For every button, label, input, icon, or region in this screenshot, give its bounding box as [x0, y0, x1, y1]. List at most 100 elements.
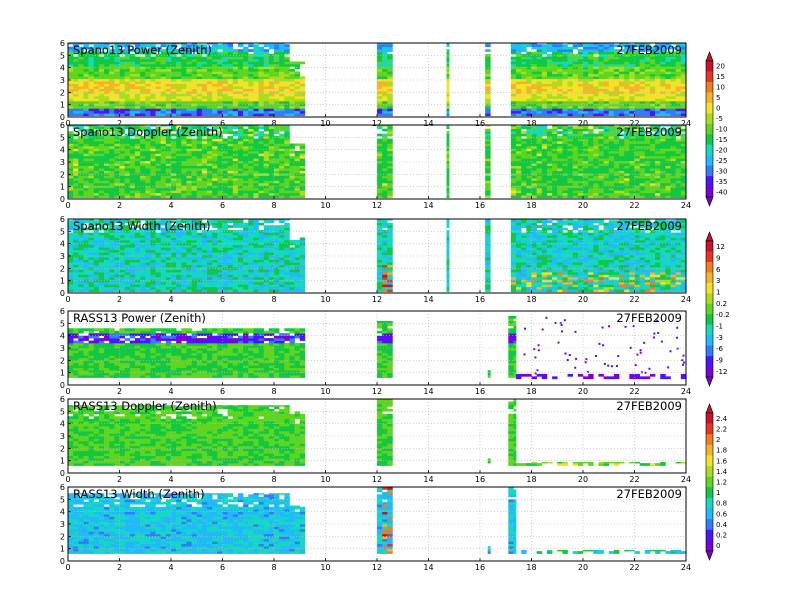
- heatmap-cell: [145, 195, 151, 199]
- heatmap-cell: [562, 195, 568, 199]
- heatmap-cell: [619, 138, 625, 142]
- heatmap-cell: [212, 68, 218, 72]
- heatmap-cell: [268, 145, 275, 149]
- heatmap-cell: [68, 133, 74, 137]
- heatmap-cell: [217, 187, 223, 191]
- heatmap-cell: [510, 163, 517, 166]
- heatmap-cell: [660, 128, 666, 132]
- heatmap-cell: [603, 148, 610, 152]
- heatmap-cell: [526, 93, 532, 97]
- heatmap-cell: [567, 108, 573, 112]
- heatmap-cell: [134, 158, 141, 162]
- heatmap-cell: [603, 133, 610, 137]
- heatmap-cell: [104, 145, 110, 149]
- heatmap-cell: [680, 170, 687, 174]
- heatmap-cell: [227, 96, 234, 99]
- heatmap-cell: [191, 76, 198, 80]
- heatmap-cell: [248, 143, 254, 147]
- heatmap-cell: [552, 49, 558, 52]
- heatmap-cell: [649, 86, 656, 89]
- heatmap-cell: [552, 158, 558, 162]
- heatmap-cell: [546, 81, 553, 84]
- heatmap-cell: [268, 178, 275, 181]
- heatmap-cell: [639, 131, 646, 134]
- heatmap-cell: [598, 76, 604, 80]
- heatmap-cell: [284, 71, 290, 75]
- x-tick-label: 14: [423, 201, 433, 210]
- heatmap-cell: [639, 81, 646, 84]
- heatmap-cell: [521, 138, 527, 142]
- heatmap-cell: [232, 91, 239, 94]
- heatmap-cell: [583, 43, 589, 45]
- heatmap-cell: [227, 81, 234, 84]
- heatmap-cell: [160, 56, 167, 60]
- heatmap-cell: [176, 93, 182, 97]
- heatmap-cell: [583, 143, 589, 147]
- heatmap-cell: [675, 143, 682, 147]
- heatmap-cell: [603, 71, 610, 75]
- heatmap-cell: [660, 51, 666, 55]
- heatmap-cell: [88, 91, 95, 94]
- heatmap-cell: [237, 88, 244, 92]
- heatmap-cell: [603, 145, 610, 149]
- heatmap-cell: [629, 128, 635, 132]
- heatmap-cell: [279, 46, 285, 50]
- heatmap-cell: [124, 145, 131, 149]
- heatmap-cell: [160, 143, 167, 147]
- heatmap-cell: [268, 138, 275, 142]
- heatmap-cell: [145, 148, 151, 152]
- heatmap-cell: [284, 182, 290, 186]
- heatmap-cell: [583, 56, 589, 60]
- heatmap-cell: [201, 51, 208, 55]
- heatmap-cell: [124, 51, 131, 55]
- heatmap-cell: [243, 165, 249, 169]
- heatmap-cell: [217, 125, 223, 127]
- heatmap-cell: [176, 168, 182, 171]
- heatmap-cell: [150, 71, 156, 75]
- heatmap-cell: [670, 133, 676, 137]
- heatmap-cell: [104, 141, 110, 144]
- heatmap-cell: [624, 105, 630, 109]
- heatmap-cell: [129, 187, 136, 191]
- heatmap-cell: [644, 59, 651, 62]
- heatmap-cell: [577, 71, 584, 75]
- heatmap-cell: [243, 110, 249, 114]
- heatmap-cell: [526, 88, 532, 92]
- heatmap-cell: [73, 125, 79, 127]
- heatmap-cell: [289, 78, 295, 82]
- heatmap-cell: [289, 76, 295, 80]
- heatmap-cell: [145, 44, 151, 47]
- heatmap-cell: [644, 175, 651, 179]
- heatmap-cell: [516, 81, 522, 84]
- heatmap-cell: [279, 168, 285, 171]
- heatmap-cell: [237, 78, 244, 82]
- heatmap-cell: [253, 195, 259, 199]
- heatmap-cell: [446, 100, 450, 104]
- heatmap-cell: [660, 145, 666, 149]
- heatmap-cell: [485, 68, 491, 72]
- heatmap-cell: [134, 44, 141, 47]
- heatmap-cell: [598, 86, 604, 89]
- heatmap-cell: [598, 105, 604, 109]
- heatmap-cell: [603, 113, 610, 117]
- heatmap-cell: [212, 133, 218, 137]
- heatmap-cell: [531, 160, 537, 164]
- heatmap-cell: [382, 138, 388, 142]
- heatmap-cell: [593, 190, 599, 194]
- heatmap-cell: [68, 86, 74, 89]
- heatmap-cell: [181, 125, 187, 127]
- heatmap-cell: [567, 160, 573, 164]
- heatmap-cell: [93, 108, 100, 112]
- heatmap-cell: [217, 73, 223, 77]
- heatmap-cell: [655, 46, 661, 50]
- heatmap-cell: [68, 192, 74, 196]
- heatmap-cell: [485, 138, 491, 142]
- heatmap-cell: [521, 143, 527, 147]
- heatmap-cell: [583, 113, 589, 117]
- heatmap-cell: [274, 54, 280, 57]
- heatmap-cell: [649, 76, 656, 80]
- heatmap-cell: [104, 86, 110, 89]
- heatmap-cell: [78, 126, 84, 129]
- heatmap-cell: [248, 138, 254, 142]
- heatmap-cell: [644, 49, 651, 52]
